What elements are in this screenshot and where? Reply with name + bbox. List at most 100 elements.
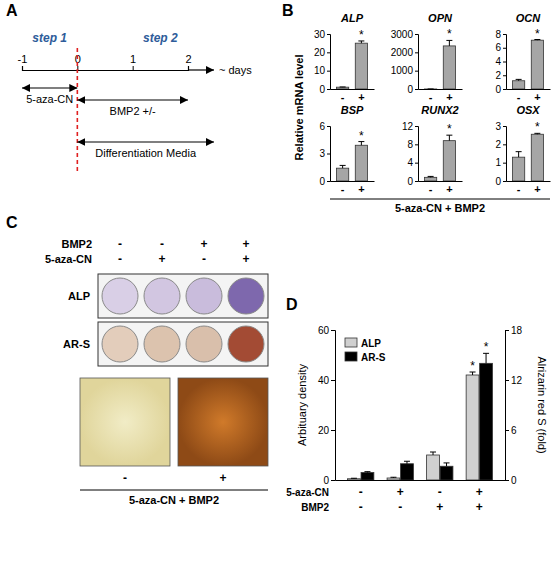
- y-axis-tick-label: 40: [318, 375, 330, 386]
- stain-label: ALP: [68, 290, 90, 302]
- panel-letter: D: [286, 296, 298, 313]
- significance-mark: *: [359, 129, 364, 143]
- error-bar-cap: [428, 176, 434, 177]
- x-axis-tick-label: -: [429, 91, 433, 103]
- x-axis-tick: -: [341, 183, 345, 195]
- y-axis-tick: 1: [495, 157, 506, 168]
- bar: [466, 375, 479, 480]
- small-bar-chart: *02468-+OCN: [495, 12, 550, 103]
- condition-label: 5-aza-CN: [286, 487, 329, 498]
- y-axis: 0204060: [318, 325, 336, 486]
- y-axis-tick-label: 0: [323, 475, 329, 486]
- y-axis: 04812: [402, 121, 419, 187]
- y-axis-tick-mark: [331, 480, 335, 481]
- y2-axis-tick-mark: [505, 480, 509, 481]
- y-axis-tick: 0: [495, 84, 506, 95]
- y-axis-tick-label: 60: [318, 325, 330, 336]
- plate-strip: [98, 322, 268, 366]
- bar: [480, 363, 493, 480]
- condition-label: BMP2: [301, 502, 329, 513]
- bar: [513, 157, 525, 181]
- timeline-axis-tick-label: 1: [130, 53, 136, 65]
- condition-sign: +: [476, 500, 483, 514]
- timeline-axis: -1012: [18, 53, 192, 71]
- x-axis-line: [507, 89, 551, 90]
- y-axis-tick: 0: [407, 176, 418, 187]
- y-axis-tick-mark: [331, 380, 335, 381]
- x-axis: -+: [331, 182, 375, 195]
- timeline-axis-line: [23, 66, 189, 71]
- y-axis-tick-mark: [415, 163, 418, 164]
- y-axis-tick-label: 1: [495, 157, 501, 168]
- y-axis-tick-label: 2000: [391, 47, 414, 58]
- error-bar-cap: [430, 452, 436, 453]
- error-bar-stem: [486, 353, 487, 363]
- bar: [531, 40, 543, 89]
- y2-axis-tick-label: 6: [511, 425, 517, 436]
- error-bar: [364, 471, 370, 473]
- y-axis-tick: 1000: [391, 65, 418, 76]
- error-bar: [340, 165, 346, 168]
- bar: [337, 87, 349, 89]
- error-bar: [430, 452, 436, 455]
- plate-well: [228, 326, 264, 362]
- plot-marks: [425, 40, 456, 89]
- y-axis-tick: 6: [495, 42, 506, 53]
- y-axis-tick-label: 12: [402, 121, 414, 132]
- legend-label: ALP: [361, 338, 381, 349]
- y-axis-tick-label: 2: [495, 70, 501, 81]
- bar: [531, 134, 543, 181]
- x-axis: -+: [331, 90, 375, 103]
- bar: [425, 177, 437, 181]
- legend-swatch: [345, 352, 357, 361]
- legend-label: AR-S: [361, 352, 386, 363]
- bar: [355, 145, 367, 181]
- y-axis-tick-mark: [327, 154, 330, 155]
- plate-well: [186, 278, 222, 314]
- divider-line: [77, 48, 79, 172]
- panel-letter: A: [6, 2, 18, 19]
- y-axis-tick: 2000: [391, 47, 418, 58]
- x-axis-line: [336, 480, 506, 481]
- y2-axis-tick-mark: [505, 380, 509, 381]
- x-axis: -+: [419, 90, 463, 103]
- y-axis-tick-mark: [415, 181, 418, 182]
- y-axis: 0123: [495, 121, 506, 187]
- y-axis-tick: 3: [495, 121, 506, 132]
- y-axis-line: [327, 127, 331, 182]
- condition-sign: -: [359, 500, 363, 514]
- timeline-axis-tick-mark: [22, 66, 23, 70]
- error-bar: [428, 176, 434, 178]
- error-bar: [483, 353, 489, 363]
- y2-axis-tick-mark: [505, 330, 509, 331]
- treatment-label: BMP2 +/-: [110, 105, 156, 117]
- y-axis-tick-mark: [327, 89, 330, 90]
- y-axis-tick-label: 8: [407, 139, 413, 150]
- y-axis-tick: 4: [495, 56, 506, 67]
- y-axis-tick: 0: [319, 84, 330, 95]
- condition-sign: +: [242, 252, 249, 266]
- x-axis-tick-label: +: [534, 183, 540, 195]
- timeline-axis-tick: 1: [130, 53, 136, 70]
- y2-axis-line: [506, 331, 510, 481]
- plates-panel: BMP2--++5-aza-CN-+-+ALPAR-S-+5-aza-CN + …: [45, 237, 268, 506]
- condition-sign: +: [476, 485, 483, 499]
- y-axis-tick-mark: [415, 144, 418, 145]
- bar: [361, 473, 374, 481]
- plot-marks: [337, 142, 368, 181]
- y2-axis-tick: 6: [505, 425, 517, 436]
- legend: ALP AR-S: [345, 338, 386, 363]
- y-axis-tick-label: 30: [314, 29, 326, 40]
- treatment-label: Differentiation Media: [95, 147, 197, 159]
- error-bar-cap: [444, 462, 450, 463]
- x-axis-tick-label: +: [358, 183, 364, 195]
- y-axis-tick: 12: [402, 121, 418, 132]
- y-axis-tick-mark: [503, 144, 506, 145]
- y-axis-tick-label: 3: [319, 148, 325, 159]
- error-bar-cap: [428, 88, 434, 89]
- x-axis-title: 5-aza-CN + BMP2: [395, 202, 485, 214]
- treatment-label: 5-aza-CN: [26, 93, 73, 105]
- y-axis: 036: [319, 121, 330, 187]
- bar: [425, 88, 437, 89]
- x-axis: -+: [419, 182, 463, 195]
